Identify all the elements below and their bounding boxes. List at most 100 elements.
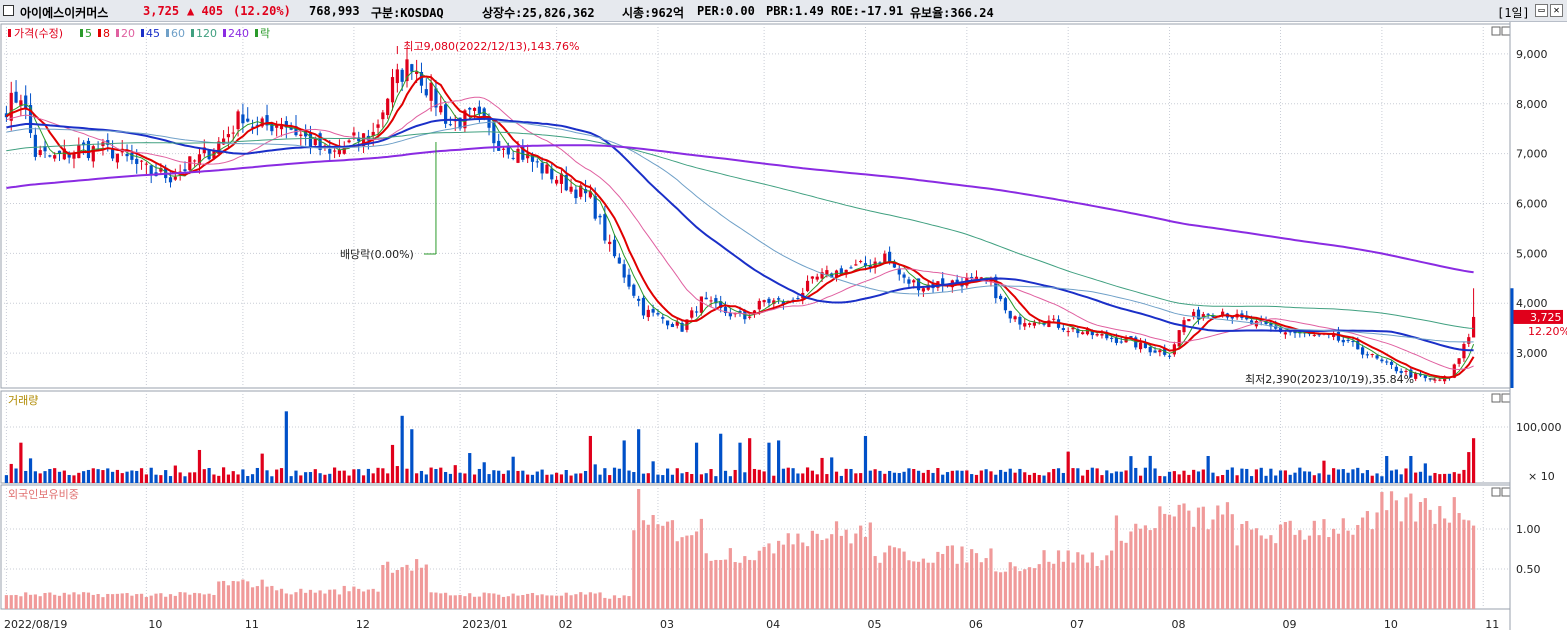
volume-bar [1394, 469, 1398, 483]
volume-bar [342, 470, 346, 483]
foreign-bar [82, 592, 86, 609]
volume-bar [709, 469, 713, 483]
foreign-bar [1332, 528, 1336, 609]
volume-bar [651, 461, 655, 483]
candle-body [641, 297, 646, 316]
foreign-bar [979, 562, 983, 609]
select-checkbox[interactable] [3, 5, 14, 16]
candle-body [1341, 339, 1345, 343]
foreign-bar [53, 594, 57, 609]
foreign-bar [376, 591, 380, 609]
candle-body [241, 114, 245, 124]
volume-bar [1317, 473, 1321, 483]
candle-body [236, 111, 240, 130]
foreign-bar [1452, 497, 1456, 609]
candle-body [555, 179, 559, 184]
candle-body [1066, 331, 1070, 333]
candle-body [1085, 328, 1090, 335]
market-cap: 시총:962억 [622, 6, 685, 20]
candle-body [1375, 355, 1379, 359]
ma-line-120 [6, 131, 1474, 329]
candle-body [579, 185, 583, 197]
foreign-bar [748, 559, 752, 609]
volume-bar [419, 470, 424, 483]
foreign-bar [482, 592, 486, 609]
volume-bar [444, 471, 448, 483]
volume-bar [965, 470, 969, 483]
candle-body [275, 124, 279, 128]
foreign-bar [1404, 497, 1408, 609]
volume-bar [265, 470, 269, 483]
volume-bar [1409, 455, 1413, 483]
foreign-bar [733, 562, 737, 609]
candle-body [289, 127, 293, 130]
candle-body [680, 322, 684, 332]
foreign-bar [1110, 550, 1114, 609]
period-button[interactable]: [1일] [1497, 6, 1530, 20]
volume-bar [1235, 475, 1239, 483]
candle-body [762, 300, 766, 303]
volume-bar [661, 475, 665, 483]
candle-body [43, 146, 47, 152]
volume-bar [366, 468, 370, 483]
foreign-bar [313, 592, 317, 609]
candle-body [757, 300, 761, 310]
volume-bar [622, 440, 626, 483]
candle-body [670, 324, 675, 328]
candle-body [1269, 323, 1273, 327]
foreign-bar [1052, 563, 1056, 609]
candle-body [1196, 309, 1201, 320]
candle-body [82, 142, 86, 146]
volume-bar [999, 469, 1003, 483]
volume-bar [1008, 468, 1012, 483]
candle-body [260, 118, 264, 127]
foreign-bar [1274, 543, 1278, 609]
foreign-bar [1249, 529, 1254, 609]
volume-bar [386, 473, 390, 483]
volume-bar [173, 465, 177, 483]
volume-bar [844, 468, 848, 483]
volume-bar [1047, 472, 1051, 483]
volume-bar [1389, 470, 1394, 483]
volume-bar [1037, 474, 1041, 483]
foreign-bar [1206, 529, 1210, 609]
candle-body [255, 124, 259, 126]
volume-bar [1124, 470, 1128, 483]
volume-bar [805, 467, 810, 483]
volume-bar [1211, 472, 1215, 483]
volume-bar [1225, 469, 1230, 483]
candle-body [197, 154, 202, 166]
volume-bar [1303, 471, 1307, 483]
foreign-bar [43, 593, 47, 609]
candle-body [135, 158, 139, 164]
foreign-bar [656, 524, 660, 609]
close-icon[interactable]: ✕ [1550, 4, 1563, 17]
foreign-bar [419, 567, 424, 609]
volume-bar [1114, 471, 1119, 483]
volume-legend: 거래량 [8, 394, 38, 407]
foreign-bar [588, 592, 592, 609]
legend-ma-marker [141, 29, 144, 37]
candle-body [810, 276, 814, 279]
foreign-bar [477, 596, 481, 609]
candle-body [637, 298, 641, 301]
foreign-bar [704, 553, 708, 609]
candle-body [593, 196, 597, 219]
volume-bar [275, 469, 279, 483]
foreign-bar [468, 593, 472, 609]
candle-body [477, 106, 481, 114]
legend-ma-label: 120 [196, 27, 217, 40]
candle-body [1332, 333, 1336, 337]
price-tag-label: 3,725 [1530, 311, 1562, 324]
x-tick-label: 06 [969, 618, 983, 630]
volume-bar [357, 469, 361, 483]
restore-icon[interactable]: ▭ [1535, 4, 1548, 17]
volume-bar [497, 470, 501, 483]
volume-bar [545, 474, 549, 483]
foreign-bar [1360, 517, 1365, 609]
foreign-bar [120, 593, 124, 609]
x-tick-label: 03 [660, 618, 674, 630]
roe-value: ROE:-17.91 [831, 4, 904, 18]
volume-bar [1327, 474, 1331, 483]
candle-body [921, 288, 925, 292]
